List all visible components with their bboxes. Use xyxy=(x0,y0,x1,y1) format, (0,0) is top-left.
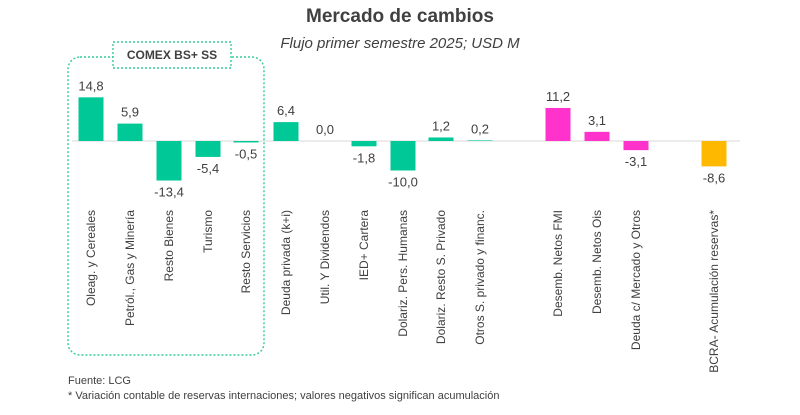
category-label: Desemb. Netos FMI xyxy=(551,210,565,317)
category-label: Turismo xyxy=(201,210,215,253)
bar-value-label: 0,0 xyxy=(316,122,334,137)
bar-value-label: -8,6 xyxy=(703,170,725,185)
chart-title: Mercado de cambios xyxy=(306,6,494,27)
comex-group-label: COMEX BS+ SS xyxy=(127,48,217,62)
bar-value-label: 1,2 xyxy=(432,118,450,133)
bar-value-label: -5,4 xyxy=(197,161,219,176)
bar-value-label: -3,1 xyxy=(625,154,647,169)
bar xyxy=(701,141,727,167)
category-label: Petról., Gas y Minería xyxy=(123,210,137,326)
category-label: Deuda c/ Mercado y Otros xyxy=(629,210,643,350)
bar-value-label: 5,9 xyxy=(121,105,139,120)
category-label: Resto Bienes xyxy=(162,210,176,281)
bar xyxy=(390,141,416,171)
category-label: Otros S. privado y financ. xyxy=(473,210,487,345)
category-label: BCRA- Acumulación reservas* xyxy=(707,210,721,373)
bar xyxy=(78,97,104,141)
category-label: Util. Y Dividendos xyxy=(318,210,332,304)
bar xyxy=(584,131,610,141)
bar xyxy=(273,122,299,141)
category-label: Desemb. Netos Ois xyxy=(590,210,604,314)
bar-value-label: 0,2 xyxy=(471,121,489,136)
chart-subtitle: Flujo primer semestre 2025; USD M xyxy=(280,35,520,52)
category-label: IED+ Cartera xyxy=(357,210,371,281)
category-label: Dolariz. Resto S. Privado xyxy=(434,210,448,344)
bar-value-label: 6,4 xyxy=(277,103,295,118)
bar xyxy=(467,140,493,141)
bar xyxy=(156,141,182,181)
category-label: Dolariz. Pers. Humanas xyxy=(396,210,410,337)
bar xyxy=(233,141,259,143)
bar xyxy=(117,123,143,141)
bar xyxy=(195,141,221,157)
bar-value-label: 11,2 xyxy=(546,89,570,104)
source-note: Fuente: LCG xyxy=(68,375,131,387)
bar xyxy=(351,141,377,147)
bar-value-label: 14,8 xyxy=(78,78,103,93)
category-label: Oleag. y Cereales xyxy=(84,210,98,306)
bar xyxy=(428,137,454,141)
bar xyxy=(545,107,571,141)
bar-value-label: 3,1 xyxy=(588,113,606,128)
category-label: Resto Servicios xyxy=(239,210,253,293)
bar-value-label: -10,0 xyxy=(388,175,418,190)
footnote: * Variación contable de reservas interna… xyxy=(68,390,500,402)
category-label: Deuda privada (k+i) xyxy=(279,210,293,315)
comex-label-box xyxy=(112,41,232,69)
bar-value-label: -0,5 xyxy=(235,146,257,161)
bar-value-label: -1,8 xyxy=(353,150,375,165)
bar-value-label: -13,4 xyxy=(154,185,184,200)
bar xyxy=(623,141,649,151)
